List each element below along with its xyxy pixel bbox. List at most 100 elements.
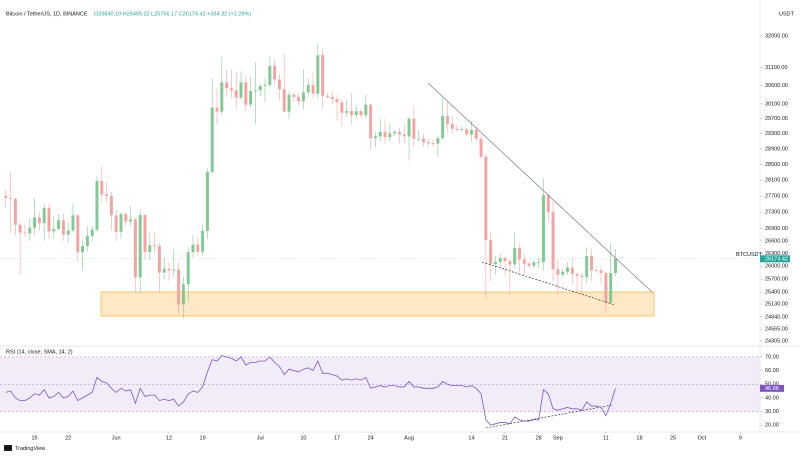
candle-body <box>373 136 377 139</box>
candle-body <box>541 195 545 262</box>
candle-body <box>445 116 449 124</box>
candle-body <box>354 111 358 115</box>
y-tick-label: 28100.00 <box>765 178 788 184</box>
ohlc-readout: O25840.10 H26405.22 L25766.17 C26174.42 … <box>94 11 251 17</box>
candle-body <box>215 107 219 112</box>
candle-body <box>570 267 574 274</box>
candle-body <box>157 245 161 273</box>
candle-body <box>172 269 176 271</box>
candle-body <box>393 131 397 134</box>
rsi-line <box>5 355 616 426</box>
x-tick-label: 28 <box>536 435 542 441</box>
candle-body <box>517 248 521 260</box>
candle-body <box>614 258 617 274</box>
rsi-band-layer <box>0 356 760 412</box>
x-tick-label: Sep <box>553 435 563 441</box>
candle-body <box>369 104 373 139</box>
rsi-title: RSI (14, close, SMA, 14, 2) <box>6 349 73 355</box>
logo[interactable]: TradingView <box>4 445 45 452</box>
candle-body <box>9 198 13 199</box>
candle-body <box>330 96 334 100</box>
candle-body <box>412 118 416 139</box>
candle-body <box>28 227 32 234</box>
candle-body <box>273 65 277 80</box>
candle-body <box>225 82 229 89</box>
candle-body <box>455 128 459 130</box>
candle-body <box>402 134 406 137</box>
candle-body <box>177 269 181 305</box>
candle-body <box>527 263 531 266</box>
candle-body <box>522 259 526 264</box>
support-zone <box>100 291 655 317</box>
x-tick-label: Aug <box>404 435 414 441</box>
x-tick-label: 14 <box>468 435 474 441</box>
candle-body <box>551 212 555 270</box>
candle-body <box>306 84 310 93</box>
x-tick-label: 25 <box>670 435 676 441</box>
y-tick-label: 28500.00 <box>765 162 788 168</box>
y-tick-label: 26600.00 <box>765 238 788 244</box>
support-trendline <box>481 261 616 306</box>
candle-body <box>253 90 257 92</box>
candle-body <box>196 244 200 252</box>
candle-body <box>119 214 123 232</box>
candle-body <box>493 261 497 265</box>
candle-body <box>460 129 464 131</box>
logo-icon <box>4 445 12 451</box>
candle-body <box>277 79 281 90</box>
candle-body <box>589 256 593 271</box>
x-tick-label: 24 <box>368 435 374 441</box>
y-tick-label: 29700.00 <box>765 116 788 122</box>
candle-body <box>383 131 387 138</box>
candle-body <box>153 245 157 246</box>
x-tick-label: 12 <box>166 435 172 441</box>
candle-body <box>397 131 401 135</box>
x-tick-label: 19 <box>200 435 206 441</box>
candle-body <box>378 131 382 137</box>
candle-body <box>417 138 421 140</box>
candle-body <box>167 268 171 271</box>
y-tick-label: 25400.00 <box>765 290 788 296</box>
candle-body <box>114 215 118 232</box>
candle-body <box>580 275 584 277</box>
rsi-value-label: 46.96 <box>765 386 779 392</box>
candle-body <box>143 214 147 252</box>
candle-body <box>532 262 536 266</box>
candle-body <box>162 268 166 273</box>
candle-body <box>258 85 262 91</box>
candle-body <box>345 110 349 113</box>
candle-body <box>359 111 363 116</box>
last-price-tag <box>760 255 790 263</box>
candle-body <box>537 261 541 263</box>
candle-body <box>575 273 579 276</box>
candle-body <box>503 258 507 262</box>
candle-body <box>90 229 94 236</box>
candle-body <box>186 252 190 285</box>
candle-body <box>594 270 598 271</box>
y-tick-label: 28900.00 <box>765 146 788 152</box>
candle-body <box>498 258 502 262</box>
y-tick-label: 31100.00 <box>765 65 788 71</box>
candle-body <box>37 217 41 224</box>
candle-body <box>129 219 133 222</box>
y-tick-label: 40.00 <box>765 395 779 401</box>
candle-body <box>340 102 344 113</box>
y-tick-label: 20.00 <box>765 423 779 429</box>
candle-body <box>465 129 469 135</box>
candle-body <box>18 224 22 233</box>
y-tick-label: 24305.00 <box>765 338 788 344</box>
candle-body <box>292 94 296 97</box>
price-unit: USDT <box>779 11 795 17</box>
candle-body <box>13 198 17 225</box>
candle-body <box>181 284 185 305</box>
candle-body <box>450 123 454 129</box>
candle-body <box>469 129 473 135</box>
candle-body <box>100 180 104 195</box>
candle-body <box>335 99 339 103</box>
y-tick-label: 27700.00 <box>765 193 788 199</box>
candle-body <box>316 55 320 94</box>
axes-layer: 32000.00 31100.00 30600.00 30100.00 29700.00… <box>0 33 790 441</box>
candle-body <box>42 208 46 224</box>
candle-body <box>4 196 8 199</box>
